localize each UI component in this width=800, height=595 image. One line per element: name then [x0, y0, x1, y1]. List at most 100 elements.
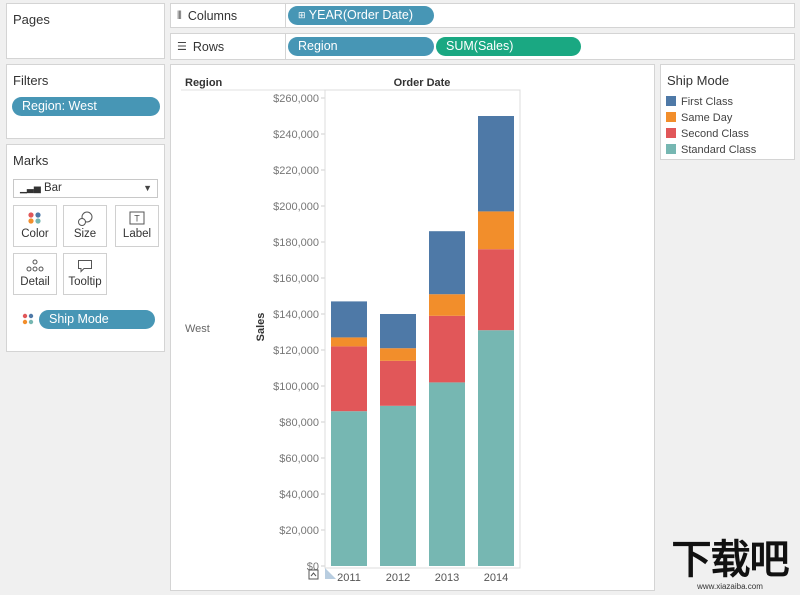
legend-swatch	[666, 112, 676, 122]
label-button-label: Label	[122, 228, 152, 240]
col-header: Order Date	[394, 77, 451, 89]
columns-shelf[interactable]: ⦀ Columns	[170, 3, 795, 28]
pages-card[interactable]: Pages	[6, 3, 165, 59]
legend-label: Second Class	[681, 128, 749, 140]
pages-title: Pages	[13, 12, 50, 27]
color-button-label: Color	[21, 228, 49, 240]
legend-label: Standard Class	[681, 144, 757, 156]
marks-title: Marks	[13, 153, 49, 168]
chart-border	[324, 89, 521, 569]
y-tick-label: $160,000	[273, 273, 319, 285]
bar-segment[interactable]	[478, 116, 514, 212]
y-tick-label: $180,000	[273, 237, 319, 249]
rows-divider	[285, 33, 286, 60]
legend-item[interactable]: Standard Class	[666, 144, 756, 156]
y-tick-label: $60,000	[279, 453, 319, 465]
bar-segment[interactable]	[478, 330, 514, 566]
color-button[interactable]: Color	[13, 205, 57, 247]
rows-icon: ☰	[177, 40, 187, 53]
region-pill[interactable]: Region	[288, 37, 434, 56]
svg-text:T: T	[134, 214, 140, 224]
site-watermark-logo: 下载吧 www.xiazaiba.com	[660, 538, 800, 595]
chevron-down-icon[interactable]: ▼	[143, 183, 152, 193]
text-label-icon: T	[116, 206, 158, 228]
columns-label: Columns	[187, 8, 238, 23]
bar-segment[interactable]	[331, 301, 367, 338]
ship-mode-legend: Ship Mode First Class Same Day Second Clas…	[660, 64, 795, 160]
size-icon	[64, 206, 106, 228]
detail-button[interactable]: Detail	[13, 253, 57, 295]
mark-type-value: Bar	[43, 182, 62, 194]
watermark-title: 下载吧	[671, 537, 790, 583]
bar-segment[interactable]	[478, 211, 514, 250]
tooltip-button-label: Tooltip	[68, 276, 102, 288]
filters-title: Filters	[13, 73, 49, 88]
rows-label: Rows	[192, 39, 225, 54]
bar-segment[interactable]	[331, 346, 367, 412]
sum-sales-pill[interactable]: SUM(Sales)	[436, 37, 581, 56]
bar-segment[interactable]	[429, 382, 465, 566]
legend-label: First Class	[681, 96, 733, 108]
row-header: Region	[185, 77, 223, 89]
x-axis: 2011 2012 2013 2014	[337, 572, 508, 584]
legend-label: Same Day	[681, 112, 733, 124]
y-tick-label: $240,000	[273, 129, 319, 141]
legend-title: Ship Mode	[667, 73, 730, 88]
mark-type-dropdown[interactable]: ▁▃▅ Bar ▼	[13, 179, 158, 198]
ship-mode-color-pill[interactable]: Ship Mode	[39, 310, 155, 329]
chart-view: Region Order Date West Sales $0 $20,000 $4…	[170, 64, 655, 591]
color-dots-icon	[14, 206, 56, 228]
y-tick-label: $100,000	[273, 381, 319, 393]
bar-segment[interactable]	[380, 405, 416, 566]
bars	[331, 116, 514, 566]
legend-item[interactable]: Same Day	[666, 112, 732, 124]
y-tick-label: $40,000	[279, 489, 319, 501]
x-tick-label: 2011	[337, 572, 361, 584]
bar-segment[interactable]	[429, 294, 465, 316]
detail-dots-icon	[14, 254, 56, 276]
y-tick-label: $260,000	[273, 93, 319, 105]
sales-chart: Region Order Date West Sales $0$20,000$4…	[181, 77, 521, 584]
bar-segment[interactable]	[429, 315, 465, 383]
filters-card: Filters Region: West	[6, 64, 165, 139]
columns-icon: ⦀	[177, 8, 182, 22]
color-dots-icon	[22, 313, 34, 328]
expand-icon[interactable]: ⊞	[298, 11, 306, 21]
bar-chart-icon: ▁▃▅	[20, 184, 41, 194]
region-west-filter-pill[interactable]: Region: West	[12, 97, 160, 116]
y-axis-title: Sales	[255, 313, 267, 342]
tooltip-icon	[64, 254, 106, 276]
label-button[interactable]: T Label	[115, 205, 159, 247]
year-order-date-pill[interactable]: ⊞ YEAR(Order Date)	[288, 6, 434, 25]
x-tick-label: 2012	[386, 572, 410, 584]
columns-divider	[285, 3, 286, 28]
y-tick-label: $200,000	[273, 201, 319, 213]
size-button[interactable]: Size	[63, 205, 107, 247]
region-west-label: West	[185, 323, 210, 335]
y-tick-label: $120,000	[273, 345, 319, 357]
bar-segment[interactable]	[478, 249, 514, 331]
bar-segment[interactable]	[331, 411, 367, 566]
marks-card: Marks ▁▃▅ Bar ▼ Color Size T Label	[6, 144, 165, 352]
x-tick-label: 2014	[484, 572, 508, 584]
x-tick-label: 2013	[435, 572, 459, 584]
watermark-url: www.xiazaiba.com	[697, 582, 763, 591]
y-axis: $0$20,000$40,000$60,000$80,000$100,000$1…	[273, 93, 325, 573]
bar-segment[interactable]	[380, 314, 416, 349]
detail-button-label: Detail	[20, 276, 50, 288]
bar-segment[interactable]	[429, 231, 465, 295]
bar-segment[interactable]	[331, 337, 367, 347]
bar-segment[interactable]	[380, 360, 416, 406]
legend-swatch	[666, 144, 676, 154]
corner-triangle	[325, 568, 336, 579]
bar-segment[interactable]	[380, 348, 416, 361]
y-tick-label: $20,000	[279, 525, 319, 537]
y-tick-label: $140,000	[273, 309, 319, 321]
y-tick-label: $220,000	[273, 165, 319, 177]
year-order-date-pill-label: YEAR(Order Date)	[308, 8, 413, 22]
fit-toggle-icon	[308, 569, 319, 580]
legend-item[interactable]: First Class	[666, 96, 733, 108]
tooltip-button[interactable]: Tooltip	[63, 253, 107, 295]
legend-swatch	[666, 128, 676, 138]
legend-item[interactable]: Second Class	[666, 128, 749, 140]
